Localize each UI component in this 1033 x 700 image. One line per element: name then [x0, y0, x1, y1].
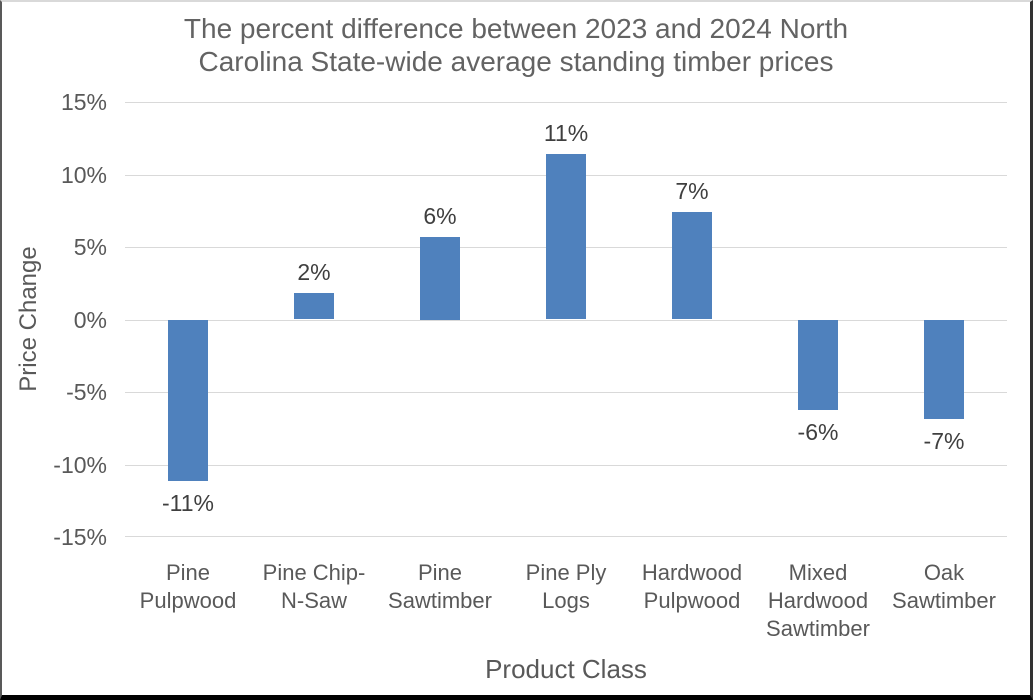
y-axis-tick-label: 10%	[60, 162, 107, 188]
x-axis-category-label: Hardwood Pulpwood	[641, 560, 743, 613]
bar-data-label: 11%	[543, 120, 589, 146]
bar-data-label: -7%	[923, 428, 965, 454]
bar-data-label: -6%	[797, 419, 839, 445]
bar-data-label: 2%	[297, 259, 331, 285]
y-axis-tick-label: 0%	[73, 307, 107, 333]
plot-area: -11% 2% 6% 11% 7% -6% -7%	[125, 102, 1007, 537]
bar-data-label: 7%	[675, 178, 709, 204]
gridline	[125, 465, 1007, 466]
y-axis-tick-label: -5%	[66, 379, 107, 405]
chart-title-line-1: The percent difference between 2023 and …	[183, 13, 849, 44]
gridline	[125, 536, 1007, 537]
x-axis-category-label: Oak Sawtimber	[892, 560, 996, 613]
x-axis-category-label: Pine Chip-N-Saw	[262, 560, 366, 613]
bar-pine-chip-n-saw	[294, 293, 334, 319]
y-axis-tick-label: 5%	[73, 234, 107, 260]
bar-oak-sawtimber	[924, 320, 964, 419]
x-axis-title: Product Class	[485, 654, 647, 684]
y-axis-tick-label: -10%	[53, 452, 107, 478]
bar-pine-pulpwood	[168, 320, 208, 481]
bar-hardwood-pulpwood	[672, 212, 712, 319]
bar-mixed-hardwood-sawtimber	[798, 320, 838, 410]
y-axis-tick-label: 15%	[60, 89, 107, 115]
chart-title: The percent difference between 2023 and …	[2, 12, 1030, 78]
gridline	[125, 102, 1007, 103]
gridline	[125, 392, 1007, 393]
x-axis-category-label: Pine Sawtimber	[388, 560, 492, 613]
bar-pine-ply-logs	[546, 154, 586, 319]
gridline	[125, 320, 1007, 321]
x-axis-category-label: Pine Ply Logs	[525, 560, 607, 613]
x-axis-category-label: Mixed Hardwood Sawtimber	[766, 560, 870, 641]
y-axis-tick-label: -15%	[53, 524, 107, 550]
chart-title-line-2: Carolina State-wide average standing tim…	[198, 46, 834, 77]
bar-data-label: 6%	[423, 203, 457, 229]
bar-data-label: -11%	[162, 490, 214, 516]
x-axis-category-label: Pine Pulpwood	[139, 560, 237, 613]
bar-pine-sawtimber	[420, 237, 460, 320]
